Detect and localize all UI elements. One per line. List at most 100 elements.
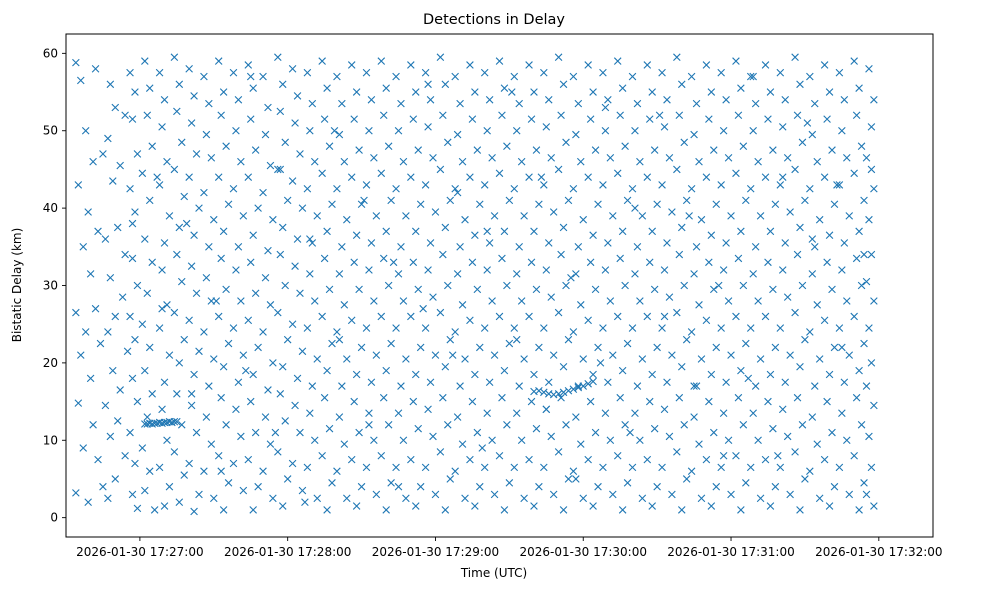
data-point [591, 146, 600, 154]
data-point [631, 409, 639, 417]
data-point [200, 328, 208, 336]
data-point [229, 184, 238, 193]
data-point [76, 351, 85, 359]
data-point [335, 270, 344, 278]
data-point [643, 312, 652, 321]
points-layer [72, 53, 878, 516]
data-point [623, 479, 632, 487]
data-point [480, 68, 489, 77]
data-point [377, 57, 386, 65]
data-point [441, 506, 450, 514]
data-point [483, 266, 491, 274]
data-point [281, 138, 290, 147]
data-point [520, 355, 528, 363]
data-point [682, 475, 691, 483]
data-point [128, 115, 137, 123]
data-point [111, 475, 120, 483]
data-point [202, 273, 211, 282]
data-point [616, 393, 624, 402]
data-point [185, 65, 193, 73]
data-point [384, 142, 393, 150]
data-point [283, 335, 292, 344]
data-point [99, 482, 107, 491]
data-point [601, 103, 610, 112]
data-point [737, 506, 745, 514]
data-point [249, 84, 257, 92]
data-point [143, 413, 152, 421]
data-point [160, 239, 169, 247]
data-point [690, 413, 698, 421]
data-point [535, 200, 543, 209]
data-point [145, 343, 154, 352]
data-point [269, 359, 277, 367]
data-point [783, 154, 792, 162]
data-point [163, 157, 171, 166]
data-point [754, 436, 762, 445]
data-point [335, 130, 344, 139]
x-tick-label: 2026-01-30 17:27:00 [76, 545, 203, 559]
data-point [419, 304, 427, 313]
data-point [705, 397, 713, 406]
data-point [190, 231, 198, 239]
data-point [439, 250, 447, 259]
data-point [727, 351, 735, 359]
data-point [714, 281, 723, 290]
data-point [320, 254, 329, 263]
data-point [761, 61, 770, 69]
data-point [650, 285, 659, 294]
data-point [473, 285, 482, 294]
data-point [618, 227, 627, 236]
data-point [480, 463, 489, 472]
data-point [411, 227, 420, 236]
data-point [569, 467, 578, 476]
data-point [559, 223, 568, 232]
data-point [485, 239, 494, 247]
data-point [771, 343, 780, 352]
data-point [746, 184, 755, 193]
data-point [145, 84, 154, 92]
data-point [806, 328, 814, 336]
data-point [426, 378, 435, 387]
data-point [387, 196, 395, 205]
data-point [330, 126, 339, 135]
data-point [761, 173, 770, 181]
data-point [370, 297, 378, 305]
data-point [362, 181, 371, 189]
data-point [113, 417, 122, 425]
data-point [549, 490, 558, 499]
data-point [564, 386, 573, 395]
data-point [347, 316, 356, 325]
data-point [214, 57, 223, 65]
data-point [352, 370, 361, 379]
data-point [825, 88, 834, 96]
data-point [643, 455, 652, 464]
data-point [503, 142, 511, 150]
data-point [862, 277, 871, 286]
data-point [471, 502, 479, 510]
data-point [86, 374, 95, 383]
data-point [584, 173, 592, 181]
data-point [347, 61, 356, 69]
data-point [421, 324, 430, 332]
data-point [173, 390, 181, 398]
data-point [128, 219, 137, 228]
data-point [91, 304, 100, 313]
data-point [709, 285, 718, 294]
data-point [825, 370, 834, 379]
data-point [79, 243, 88, 251]
data-point [264, 103, 272, 112]
data-point [505, 339, 514, 348]
data-point [820, 61, 829, 69]
data-point [648, 227, 656, 236]
data-point [365, 421, 373, 429]
data-point [414, 285, 423, 294]
data-point [266, 161, 275, 170]
data-point [190, 92, 198, 100]
data-point [453, 270, 462, 278]
data-point [495, 169, 504, 178]
data-point [128, 254, 137, 263]
data-point [564, 335, 573, 344]
data-point [860, 339, 868, 348]
data-point [540, 388, 548, 397]
data-point [436, 308, 445, 317]
